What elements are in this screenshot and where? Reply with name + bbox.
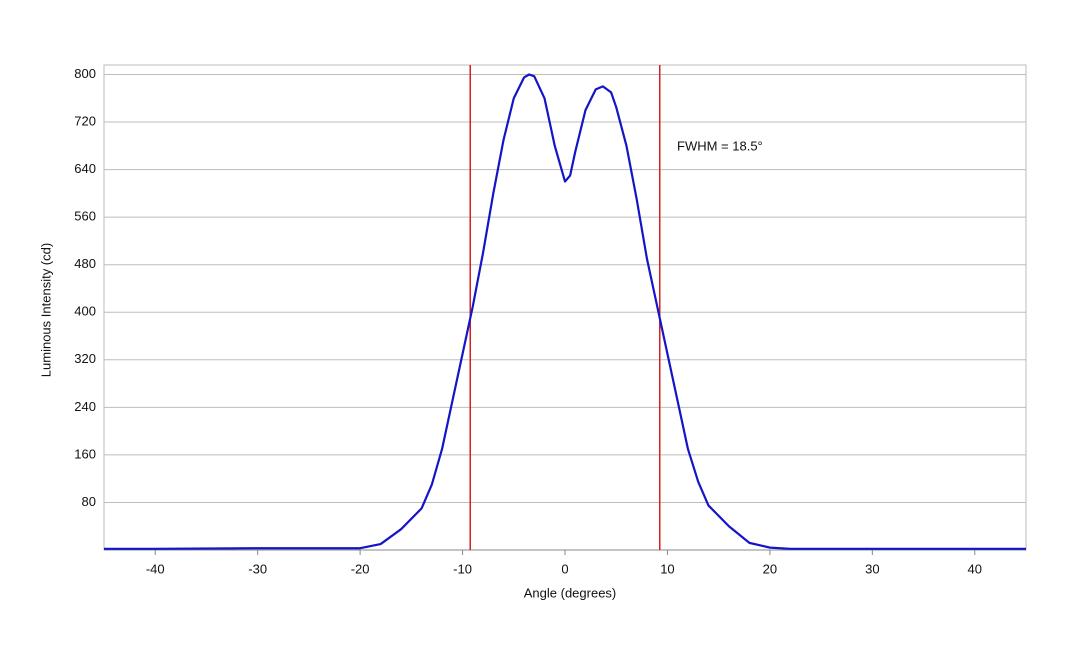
y-axis-title: Luminous Intensity (cd) [38,243,53,377]
y-tick-label: 800 [74,66,96,81]
plot-frame [103,64,1027,551]
x-tick-label: 30 [865,561,879,576]
x-tick-label: 20 [763,561,777,576]
y-tick-label: 480 [74,256,96,271]
y-tick-label: 640 [74,161,96,176]
x-tick-label: -40 [146,561,165,576]
x-tick-label: 40 [968,561,982,576]
y-tick-label: 160 [74,446,96,461]
x-tick-label: -20 [351,561,370,576]
data-line [104,73,1026,550]
y-tick-label: 560 [74,209,96,224]
x-tick-label: -10 [453,561,472,576]
y-tick-label: 80 [82,494,96,509]
x-tick-label: 0 [561,561,568,576]
y-tick-label: 400 [74,304,96,319]
y-tick-label: 720 [74,113,96,128]
y-tick-label: 320 [74,351,96,366]
x-tick-label: -30 [248,561,267,576]
x-tick-label: 10 [660,561,674,576]
y-tick-label: 240 [74,399,96,414]
x-axis-title: Angle (degrees) [524,585,617,600]
annotation: FWHM = 18.5° [677,138,763,153]
